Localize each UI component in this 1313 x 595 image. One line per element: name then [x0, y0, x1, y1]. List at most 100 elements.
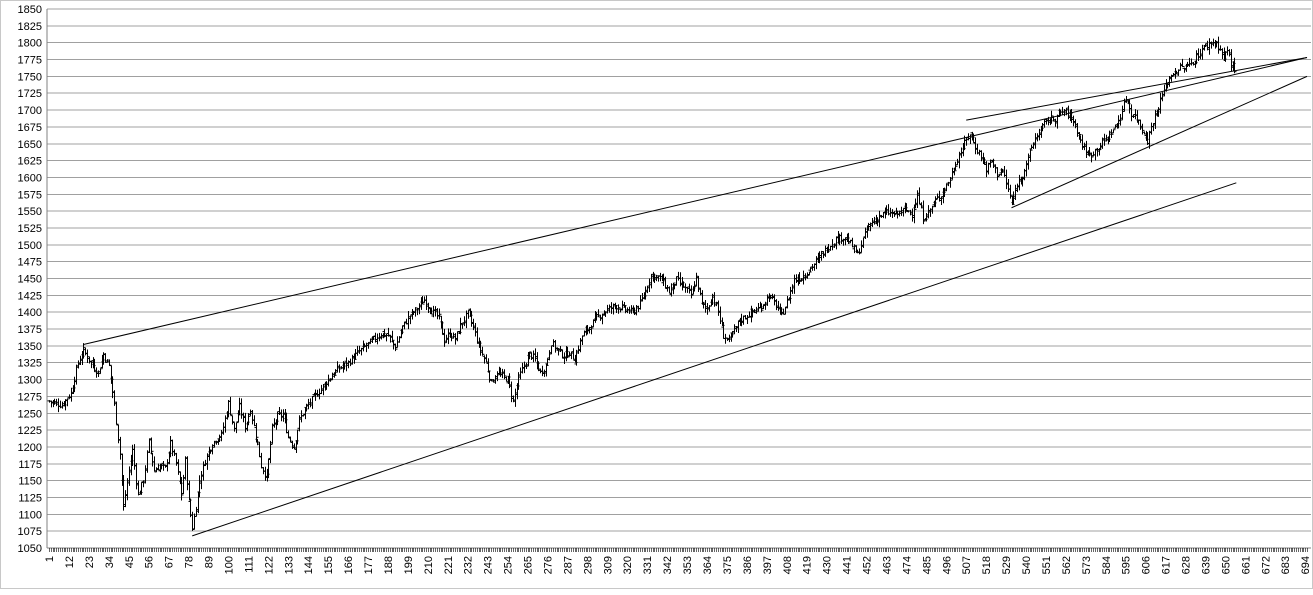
- x-tick-label: 331: [642, 556, 654, 574]
- x-tick-label: 364: [702, 556, 714, 574]
- price-bar: [723, 333, 728, 344]
- price-bar: [221, 422, 226, 435]
- x-tick-label: 144: [303, 556, 315, 574]
- x-tick-label: 188: [383, 556, 395, 574]
- price-bar: [1008, 184, 1013, 199]
- price-bar: [154, 467, 159, 473]
- price-bar: [486, 358, 491, 373]
- price-bar: [136, 480, 141, 496]
- price-bar: [1028, 149, 1033, 162]
- price-bar: [776, 300, 781, 311]
- x-tick-label: 573: [1081, 556, 1093, 574]
- x-tick-label: 353: [682, 556, 694, 574]
- price-bar: [995, 167, 1000, 181]
- x-tick-label: 254: [503, 556, 515, 574]
- price-bar: [268, 440, 273, 464]
- y-tick-label: 1475: [18, 257, 42, 269]
- price-bar: [596, 309, 601, 318]
- price-bar: [433, 306, 438, 317]
- x-tick-label: 232: [463, 556, 475, 574]
- price-bar: [306, 398, 311, 410]
- price-bar: [442, 328, 447, 347]
- price-bar: [279, 409, 284, 422]
- price-bar: [1131, 114, 1136, 119]
- price-bar: [694, 272, 699, 287]
- y-tick-label: 1550: [18, 206, 42, 218]
- price-bar: [114, 401, 119, 425]
- price-bar: [1071, 115, 1076, 127]
- price-bar: [458, 317, 463, 335]
- price-bar: [504, 376, 509, 382]
- price-bar: [620, 300, 625, 311]
- y-tick-label: 1725: [18, 88, 42, 100]
- price-bar: [478, 340, 483, 356]
- x-tick-label: 595: [1121, 556, 1133, 574]
- price-bar: [1180, 58, 1185, 68]
- price-bar: [667, 286, 672, 294]
- price-bar: [1153, 109, 1158, 129]
- price-bar: [578, 338, 583, 353]
- y-tick-label: 1150: [18, 476, 42, 488]
- price-bar: [98, 368, 103, 375]
- price-bar: [156, 463, 161, 471]
- x-tick-label: 221: [443, 556, 455, 574]
- price-bar: [375, 333, 380, 345]
- price-bar: [1216, 36, 1221, 54]
- x-tick-label: 507: [961, 556, 973, 574]
- y-tick-label: 1600: [18, 172, 42, 184]
- price-bar: [103, 353, 108, 363]
- y-tick-label: 1675: [18, 122, 42, 134]
- price-bar: [431, 305, 436, 318]
- x-tick-label: 540: [1021, 556, 1033, 574]
- price-bar: [49, 400, 54, 408]
- price-bar: [74, 364, 79, 385]
- price-bar: [1037, 128, 1042, 141]
- price-bar: [199, 471, 204, 490]
- price-bar: [1158, 93, 1163, 114]
- x-tick-label: 34: [104, 556, 116, 568]
- price-bar: [953, 161, 958, 171]
- price-bar: [355, 345, 360, 356]
- x-tick-label: 45: [124, 556, 136, 568]
- price-bar: [270, 423, 275, 444]
- price-bar: [150, 452, 155, 467]
- price-bar: [1133, 109, 1138, 120]
- price-bar: [1207, 38, 1212, 55]
- y-tick-label: 1625: [18, 156, 42, 168]
- price-bar: [692, 281, 697, 292]
- trendline: [966, 57, 1308, 121]
- price-bar: [286, 430, 291, 438]
- price-bar: [317, 388, 322, 400]
- price-bar: [471, 318, 476, 331]
- price-bar: [790, 284, 795, 294]
- y-tick-label: 1700: [18, 105, 42, 117]
- x-tick-label: 166: [343, 556, 355, 574]
- price-bar: [892, 211, 897, 217]
- price-bar: [147, 438, 152, 454]
- price-bar: [638, 294, 643, 310]
- y-tick-label: 1100: [18, 509, 42, 521]
- trendline: [192, 182, 1237, 537]
- price-bar: [1035, 133, 1040, 142]
- x-tick-label: 56: [144, 556, 156, 568]
- price-bar: [783, 306, 788, 315]
- price-bar: [346, 360, 351, 369]
- y-tick-label: 1225: [18, 425, 42, 437]
- price-bar: [165, 459, 170, 472]
- y-axis: 1050 1075 1100 1125 1150 1175 1200 1225 1250 1275…: [18, 4, 48, 555]
- x-tick-label: 584: [1101, 556, 1113, 574]
- x-tick-label: 122: [263, 556, 275, 574]
- price-bar: [1120, 105, 1125, 120]
- price-bar: [139, 481, 144, 495]
- y-tick-label: 1125: [18, 492, 42, 504]
- price-bar: [792, 274, 797, 294]
- price-bar: [522, 361, 527, 374]
- price-bar: [547, 350, 552, 361]
- price-bar: [649, 273, 654, 289]
- price-bar: [803, 273, 808, 281]
- price-bar: [243, 412, 248, 433]
- price-bar: [179, 476, 184, 501]
- price-bar: [888, 207, 893, 217]
